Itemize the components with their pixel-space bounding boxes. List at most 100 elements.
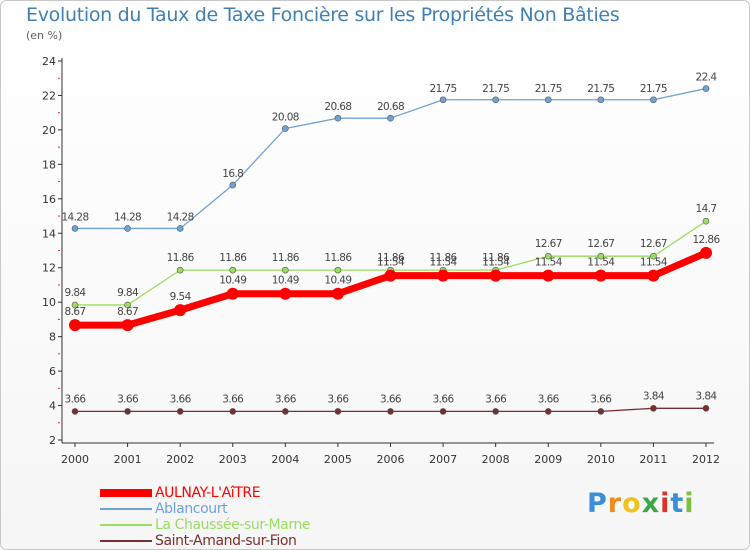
data-label: 3.66 [538, 393, 560, 405]
legend-item: Saint-Amand-sur-Fion [100, 533, 430, 549]
data-point [594, 269, 607, 282]
y-tick-label: 18 [42, 158, 56, 171]
data-label: 3.66 [222, 393, 244, 405]
data-label: 14.28 [167, 211, 194, 223]
legend-label: AULNAY-L'AîTRE [155, 485, 261, 501]
data-label: 21.75 [482, 83, 509, 95]
data-point [387, 408, 394, 415]
data-label: 11.54 [535, 257, 563, 269]
data-point [226, 287, 239, 300]
data-point [492, 96, 499, 104]
data-label: 11.54 [482, 257, 510, 269]
x-tick-label: 2011 [639, 453, 667, 466]
logo-letter: x [641, 488, 661, 519]
x-tick-label: 2008 [482, 453, 510, 466]
data-point [597, 408, 605, 415]
data-point [437, 269, 450, 282]
logo-letter: r [607, 488, 623, 519]
data-point [279, 287, 292, 300]
data-point [69, 319, 81, 332]
y-tick-label: 2 [49, 434, 56, 447]
data-label: 14.28 [114, 211, 141, 223]
x-tick-label: 2003 [219, 453, 247, 466]
data-point [702, 405, 710, 412]
data-point [597, 252, 605, 260]
data-point [282, 266, 289, 274]
data-point [176, 266, 184, 274]
data-label: 11.86 [430, 252, 458, 264]
data-point [597, 96, 605, 104]
data-point [334, 266, 342, 274]
data-point [124, 225, 131, 232]
data-label: 3.66 [275, 393, 297, 405]
data-label: 22.4 [696, 72, 718, 84]
data-label: 11.54 [430, 257, 458, 269]
legend-item: La Chaussée-sur-Marne [100, 517, 430, 533]
y-tick-label: 12 [42, 262, 56, 275]
x-tick-label: 2000 [61, 453, 89, 466]
data-point [544, 252, 552, 260]
legend-item: Ablancourt [100, 501, 430, 517]
data-label: 21.75 [640, 83, 667, 95]
data-label: 10.49 [324, 275, 351, 287]
logo-letter: i [660, 488, 671, 519]
y-tick-label: 10 [42, 296, 56, 309]
data-label: 8.67 [117, 306, 138, 318]
legend-label: La Chaussée-sur-Marne [155, 517, 311, 533]
data-label: 20.08 [272, 112, 299, 124]
legend-label: Saint-Amand-sur-Fion [155, 533, 297, 549]
data-label: 8.67 [65, 306, 86, 318]
data-point [702, 85, 710, 92]
data-point [544, 96, 552, 104]
data-label: 10.49 [219, 275, 246, 287]
data-label: 12.67 [535, 238, 562, 250]
data-label: 14.7 [696, 203, 717, 215]
data-point [176, 225, 184, 232]
x-tick-label: 2006 [377, 453, 405, 466]
x-tick-label: 2010 [587, 453, 615, 466]
data-point [489, 269, 502, 282]
data-label: 11.86 [324, 252, 352, 264]
data-point [71, 225, 79, 232]
legend-swatch [100, 508, 152, 510]
data-label: 11.86 [272, 252, 300, 264]
data-point [439, 96, 447, 104]
data-point [176, 408, 184, 415]
data-label: 11.54 [377, 257, 405, 269]
data-point [282, 408, 289, 415]
data-label: 9.84 [117, 287, 139, 299]
data-point [544, 408, 552, 415]
data-label: 3.66 [485, 393, 507, 405]
data-label: 20.68 [377, 101, 404, 113]
data-point [384, 269, 397, 282]
data-label: 11.86 [167, 252, 195, 264]
data-point [124, 408, 131, 415]
data-point [387, 114, 394, 122]
chart-title: Evolution du Taux de Taxe Foncière sur l… [26, 4, 620, 26]
data-label: 12.86 [692, 234, 720, 246]
data-point [229, 181, 237, 189]
data-point [492, 408, 499, 415]
y-tick-label: 14 [42, 227, 56, 240]
legend-item: AULNAY-L'AîTRE [100, 485, 430, 501]
data-label: 14.28 [61, 211, 88, 223]
data-label: 11.86 [219, 252, 247, 264]
data-point [650, 96, 657, 104]
data-point [71, 408, 79, 415]
data-label: 3.66 [590, 393, 612, 405]
logo-letter: o [622, 488, 642, 519]
data-label: 3.84 [643, 390, 665, 402]
data-label: 3.66 [380, 393, 402, 405]
data-label: 21.75 [430, 83, 457, 95]
x-tick-label: 2001 [114, 453, 142, 466]
data-label: 16.8 [222, 168, 243, 180]
data-label: 9.54 [170, 291, 192, 303]
y-tick-label: 4 [49, 400, 56, 413]
chart-subtitle: (en %) [26, 29, 63, 42]
proxiti-logo: Proxiti [587, 488, 695, 519]
y-tick-label: 16 [42, 193, 56, 206]
x-tick-label: 2012 [692, 453, 720, 466]
data-label: 12.67 [640, 238, 667, 250]
data-point [124, 301, 131, 309]
